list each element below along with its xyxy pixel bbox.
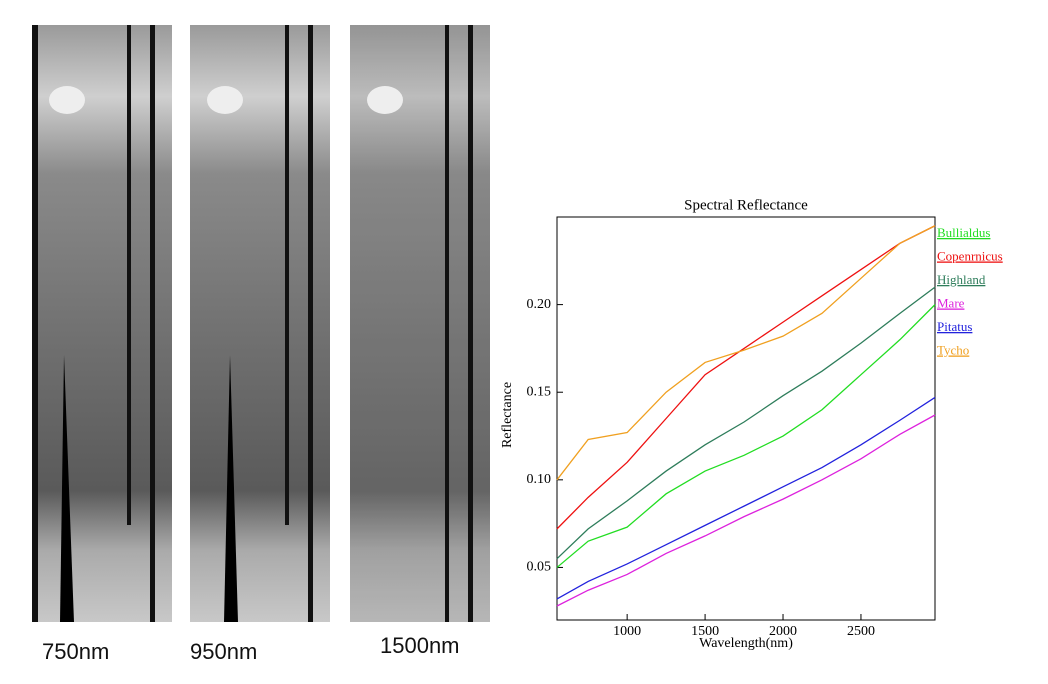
line-series (556, 225, 936, 481)
x-tick-label: 1000 (613, 624, 641, 639)
legend-label: Highland (937, 272, 986, 287)
image-panel (350, 25, 490, 622)
x-tick-label: 2000 (769, 624, 797, 639)
chart-title: Spectral Reflectance (684, 197, 808, 213)
y-tick-label: 0.15 (527, 384, 552, 399)
line-series (556, 286, 936, 560)
image-panel (32, 25, 172, 622)
line-series (556, 396, 936, 600)
legend-label: Bullialdus (937, 225, 990, 240)
x-axis-title: Wavelength(nm) (699, 636, 793, 651)
legend-label: Copenrnicus (937, 248, 1003, 263)
plot-frame (556, 216, 936, 621)
image-label: 750nm (42, 639, 109, 664)
y-axis-title: Reflectance (500, 382, 515, 448)
image-label: 950nm (190, 639, 257, 664)
legend-label: Pitatus (937, 319, 972, 334)
image-panels: 750nm 950nm 1500nm (32, 25, 490, 664)
y-tick-label: 0.05 (527, 560, 552, 575)
line-series (556, 304, 936, 568)
line-series (556, 414, 936, 607)
image-panel (190, 25, 330, 622)
x-tick-label: 2500 (847, 624, 875, 639)
y-tick-label: 0.20 (527, 297, 552, 312)
x-tick-label: 1500 (691, 624, 719, 639)
line-series (556, 225, 936, 530)
y-tick-label: 0.10 (527, 472, 552, 487)
legend-label: Tycho (937, 342, 969, 357)
legend-label: Mare (937, 295, 965, 310)
image-label: 1500nm (380, 633, 460, 658)
